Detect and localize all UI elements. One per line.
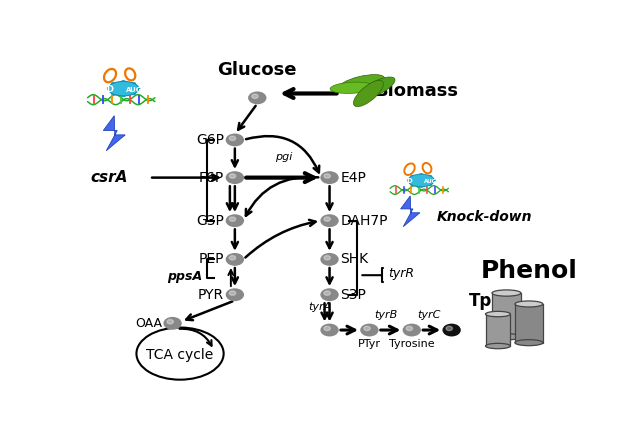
Text: Tpl: Tpl <box>469 292 498 310</box>
Ellipse shape <box>330 82 374 94</box>
Circle shape <box>230 291 236 295</box>
Text: SD: SD <box>102 85 114 94</box>
Ellipse shape <box>485 343 511 349</box>
Ellipse shape <box>107 87 115 90</box>
Circle shape <box>446 326 453 331</box>
Ellipse shape <box>426 175 432 179</box>
Circle shape <box>251 94 258 98</box>
Ellipse shape <box>129 83 136 87</box>
Circle shape <box>230 174 236 178</box>
Circle shape <box>406 326 413 331</box>
Circle shape <box>226 289 243 300</box>
Circle shape <box>226 134 243 146</box>
Polygon shape <box>104 116 125 151</box>
Ellipse shape <box>492 290 521 296</box>
FancyBboxPatch shape <box>485 314 511 346</box>
Ellipse shape <box>129 90 136 95</box>
Text: Biomass: Biomass <box>374 82 458 100</box>
Circle shape <box>403 324 421 336</box>
Circle shape <box>364 326 370 331</box>
Circle shape <box>321 215 338 226</box>
Circle shape <box>226 215 243 226</box>
Polygon shape <box>401 196 420 227</box>
Circle shape <box>164 318 181 329</box>
Ellipse shape <box>111 83 118 87</box>
Text: AUG: AUG <box>125 87 142 93</box>
Ellipse shape <box>410 175 417 179</box>
Text: G3P: G3P <box>196 214 224 228</box>
Text: G6P: G6P <box>196 133 224 147</box>
Text: S3P: S3P <box>341 288 367 302</box>
Circle shape <box>443 324 460 336</box>
Circle shape <box>249 92 266 104</box>
Ellipse shape <box>408 174 435 187</box>
Circle shape <box>167 319 174 324</box>
Text: tyrC: tyrC <box>417 310 441 320</box>
Text: DAH7P: DAH7P <box>341 214 388 228</box>
Ellipse shape <box>515 301 543 307</box>
Text: Tyrosine: Tyrosine <box>389 339 435 349</box>
Text: Phenol: Phenol <box>480 259 577 283</box>
FancyBboxPatch shape <box>515 304 543 343</box>
Ellipse shape <box>132 87 140 90</box>
Ellipse shape <box>419 173 424 178</box>
Circle shape <box>230 136 236 141</box>
Text: TCA cycle: TCA cycle <box>147 348 213 362</box>
Text: F6P: F6P <box>199 170 224 184</box>
Circle shape <box>226 172 243 184</box>
Circle shape <box>226 253 243 265</box>
Circle shape <box>324 217 331 221</box>
Circle shape <box>230 256 236 260</box>
Circle shape <box>324 174 331 178</box>
Text: PTyr: PTyr <box>358 339 381 349</box>
Ellipse shape <box>426 182 432 186</box>
Text: PYR: PYR <box>198 288 224 302</box>
Text: ppsA: ppsA <box>167 271 203 283</box>
Circle shape <box>321 324 338 336</box>
Text: csrA: csrA <box>90 170 128 185</box>
Circle shape <box>361 324 378 336</box>
Circle shape <box>321 172 338 184</box>
Text: Knock-down: Knock-down <box>437 210 532 224</box>
Text: tyrA: tyrA <box>308 302 331 312</box>
Ellipse shape <box>485 312 511 317</box>
Text: OAA: OAA <box>135 317 162 330</box>
Ellipse shape <box>429 179 435 182</box>
Ellipse shape <box>359 77 395 99</box>
Ellipse shape <box>419 183 424 187</box>
Text: AUG: AUG <box>424 179 437 184</box>
Text: pgi: pgi <box>275 153 292 163</box>
Text: SD: SD <box>403 178 413 184</box>
Circle shape <box>324 326 331 331</box>
Circle shape <box>321 289 338 300</box>
Ellipse shape <box>340 75 385 91</box>
Text: PEP: PEP <box>199 253 224 267</box>
Circle shape <box>321 253 338 265</box>
Ellipse shape <box>121 80 126 86</box>
Circle shape <box>324 256 331 260</box>
Ellipse shape <box>410 182 417 186</box>
FancyBboxPatch shape <box>492 293 521 337</box>
Ellipse shape <box>121 91 126 97</box>
Ellipse shape <box>515 340 543 346</box>
Text: SHK: SHK <box>341 253 368 267</box>
Ellipse shape <box>354 80 383 107</box>
Text: tyrB: tyrB <box>374 310 397 320</box>
Circle shape <box>324 291 331 295</box>
Ellipse shape <box>111 90 118 95</box>
Ellipse shape <box>492 334 521 340</box>
Circle shape <box>230 217 236 221</box>
Ellipse shape <box>108 81 139 96</box>
Text: E4P: E4P <box>341 170 367 184</box>
Text: tyrR: tyrR <box>388 267 414 281</box>
Text: Glucose: Glucose <box>217 61 297 80</box>
Ellipse shape <box>407 179 414 182</box>
